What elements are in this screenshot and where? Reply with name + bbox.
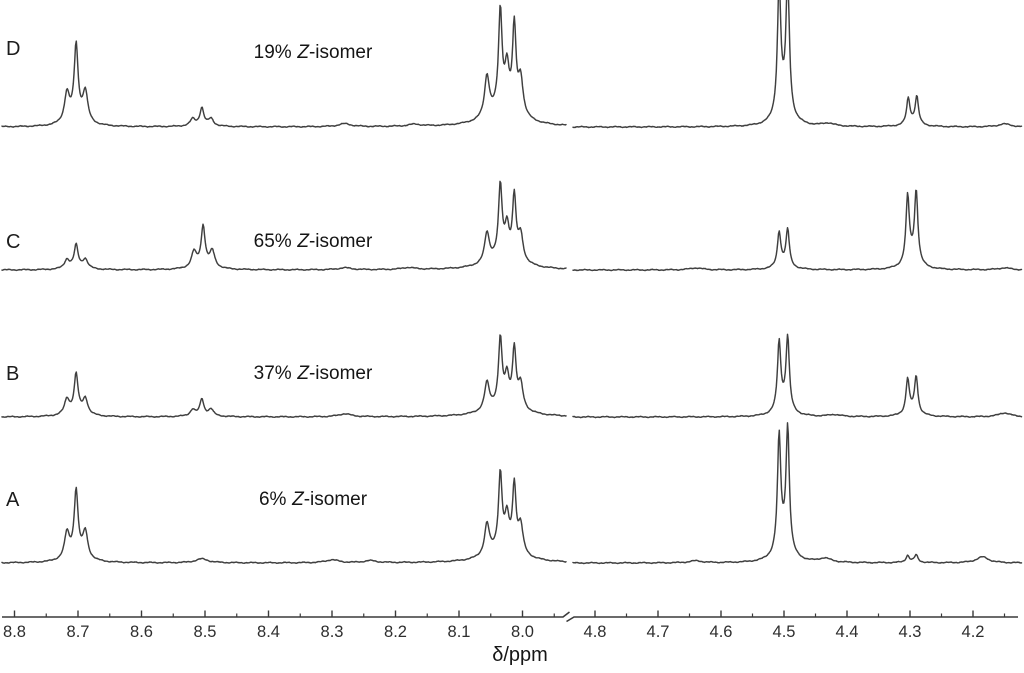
isomer-z-B: Z bbox=[297, 363, 309, 384]
tick-label-8.0: 8.0 bbox=[511, 623, 534, 641]
spectrum-trace-D-aromatic-window bbox=[1, 4, 567, 129]
tick-label-4.6: 4.6 bbox=[710, 623, 733, 641]
isomer-pct-D: 19% bbox=[253, 42, 292, 63]
spectrum-trace-D-aliphatic-window bbox=[572, 0, 1023, 129]
x-axis-label: δ/ppm bbox=[492, 644, 548, 666]
x-axis-line-with-break bbox=[2, 611, 1018, 623]
spectrum-trace-B-aliphatic-window bbox=[572, 333, 1023, 419]
tick-label-4.5: 4.5 bbox=[773, 623, 796, 641]
spectrum-letter-A: A bbox=[6, 489, 20, 511]
isomer-suffix-D: -isomer bbox=[308, 42, 373, 63]
tick-label-8.4: 8.4 bbox=[257, 623, 280, 641]
spectrum-trace-B-aromatic-window bbox=[1, 334, 567, 419]
isomer-pct-B: 37% bbox=[253, 363, 292, 384]
spectrum-trace-C-aliphatic-window bbox=[572, 189, 1023, 272]
isomer-z-A: Z bbox=[292, 489, 304, 510]
isomer-annotation-A: 6% Z-isomer bbox=[200, 489, 426, 511]
isomer-z-D: Z bbox=[297, 42, 309, 63]
spectrum-trace-C-aromatic-window bbox=[1, 180, 567, 272]
spectrum-trace-A-aliphatic-window bbox=[572, 422, 1023, 565]
isomer-suffix-A: -isomer bbox=[303, 489, 368, 510]
isomer-pct-C: 65% bbox=[253, 231, 292, 252]
isomer-suffix-C: -isomer bbox=[308, 231, 373, 252]
tick-label-4.7: 4.7 bbox=[647, 623, 670, 641]
tick-label-8.6: 8.6 bbox=[130, 623, 153, 641]
isomer-annotation-D: 19% Z-isomer bbox=[200, 42, 426, 64]
tick-label-8.3: 8.3 bbox=[321, 623, 344, 641]
isomer-annotation-B: 37% Z-isomer bbox=[200, 363, 426, 385]
tick-label-4.4: 4.4 bbox=[836, 623, 859, 641]
isomer-z-C: Z bbox=[297, 231, 309, 252]
tick-label-8.5: 8.5 bbox=[194, 623, 217, 641]
tick-label-4.2: 4.2 bbox=[962, 623, 985, 641]
tick-label-4.3: 4.3 bbox=[899, 623, 922, 641]
tick-label-4.8: 4.8 bbox=[584, 623, 607, 641]
tick-label-8.2: 8.2 bbox=[384, 623, 407, 641]
isomer-suffix-B: -isomer bbox=[308, 363, 373, 384]
spectrum-letter-C: C bbox=[6, 231, 21, 253]
spectrum-letter-D: D bbox=[6, 38, 21, 60]
tick-label-8.8: 8.8 bbox=[3, 623, 26, 641]
isomer-annotation-C: 65% Z-isomer bbox=[200, 231, 426, 253]
isomer-pct-A: 6% bbox=[258, 489, 287, 510]
spectrum-trace-A-aromatic-window bbox=[1, 468, 567, 565]
tick-label-8.1: 8.1 bbox=[448, 623, 471, 641]
spectrum-letter-B: B bbox=[6, 363, 20, 385]
tick-label-8.7: 8.7 bbox=[67, 623, 90, 641]
